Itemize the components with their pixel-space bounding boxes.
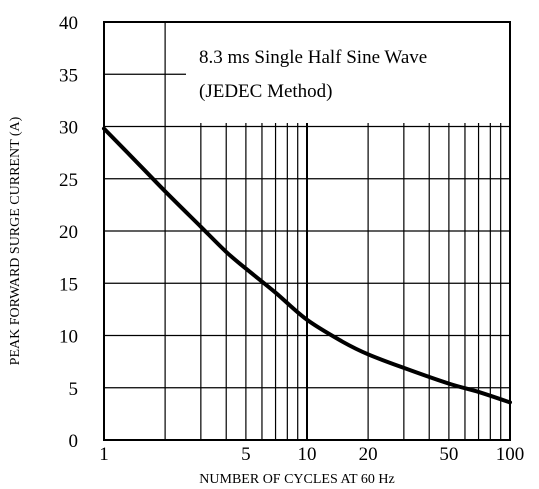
x-tick-label: 20 bbox=[359, 444, 378, 465]
x-tick-label: 100 bbox=[496, 444, 525, 465]
annotation-line: 8.3 ms Single Half Sine Wave bbox=[199, 47, 427, 68]
y-tick-label: 10 bbox=[59, 327, 78, 348]
x-tick-label: 1 bbox=[99, 444, 109, 465]
annotation-background bbox=[186, 23, 509, 123]
y-tick-label: 5 bbox=[69, 379, 79, 400]
annotation-line: (JEDEC Method) bbox=[199, 81, 333, 102]
x-tick-label: 50 bbox=[439, 444, 458, 465]
y-tick-label: 20 bbox=[59, 222, 78, 243]
y-tick-label: 35 bbox=[59, 65, 78, 86]
series-layer bbox=[102, 126, 512, 405]
surge-current-curve bbox=[102, 126, 512, 405]
x-tick-label: 5 bbox=[241, 444, 251, 465]
y-axis-title: PEAK FORWARD SURGE CURRENT (A) bbox=[8, 116, 23, 365]
x-tick-label: 10 bbox=[298, 444, 317, 465]
y-tick-label: 40 bbox=[59, 13, 78, 34]
y-tick-label: 30 bbox=[59, 118, 78, 139]
x-axis-title: NUMBER OF CYCLES AT 60 Hz bbox=[199, 472, 394, 487]
annotation-box: 8.3 ms Single Half Sine Wave (JEDEC Metho… bbox=[186, 23, 509, 123]
plot-frame bbox=[103, 21, 511, 441]
y-tick-label: 25 bbox=[59, 170, 78, 191]
y-tick-label: 15 bbox=[59, 274, 78, 295]
y-tick-label: 0 bbox=[69, 431, 79, 452]
